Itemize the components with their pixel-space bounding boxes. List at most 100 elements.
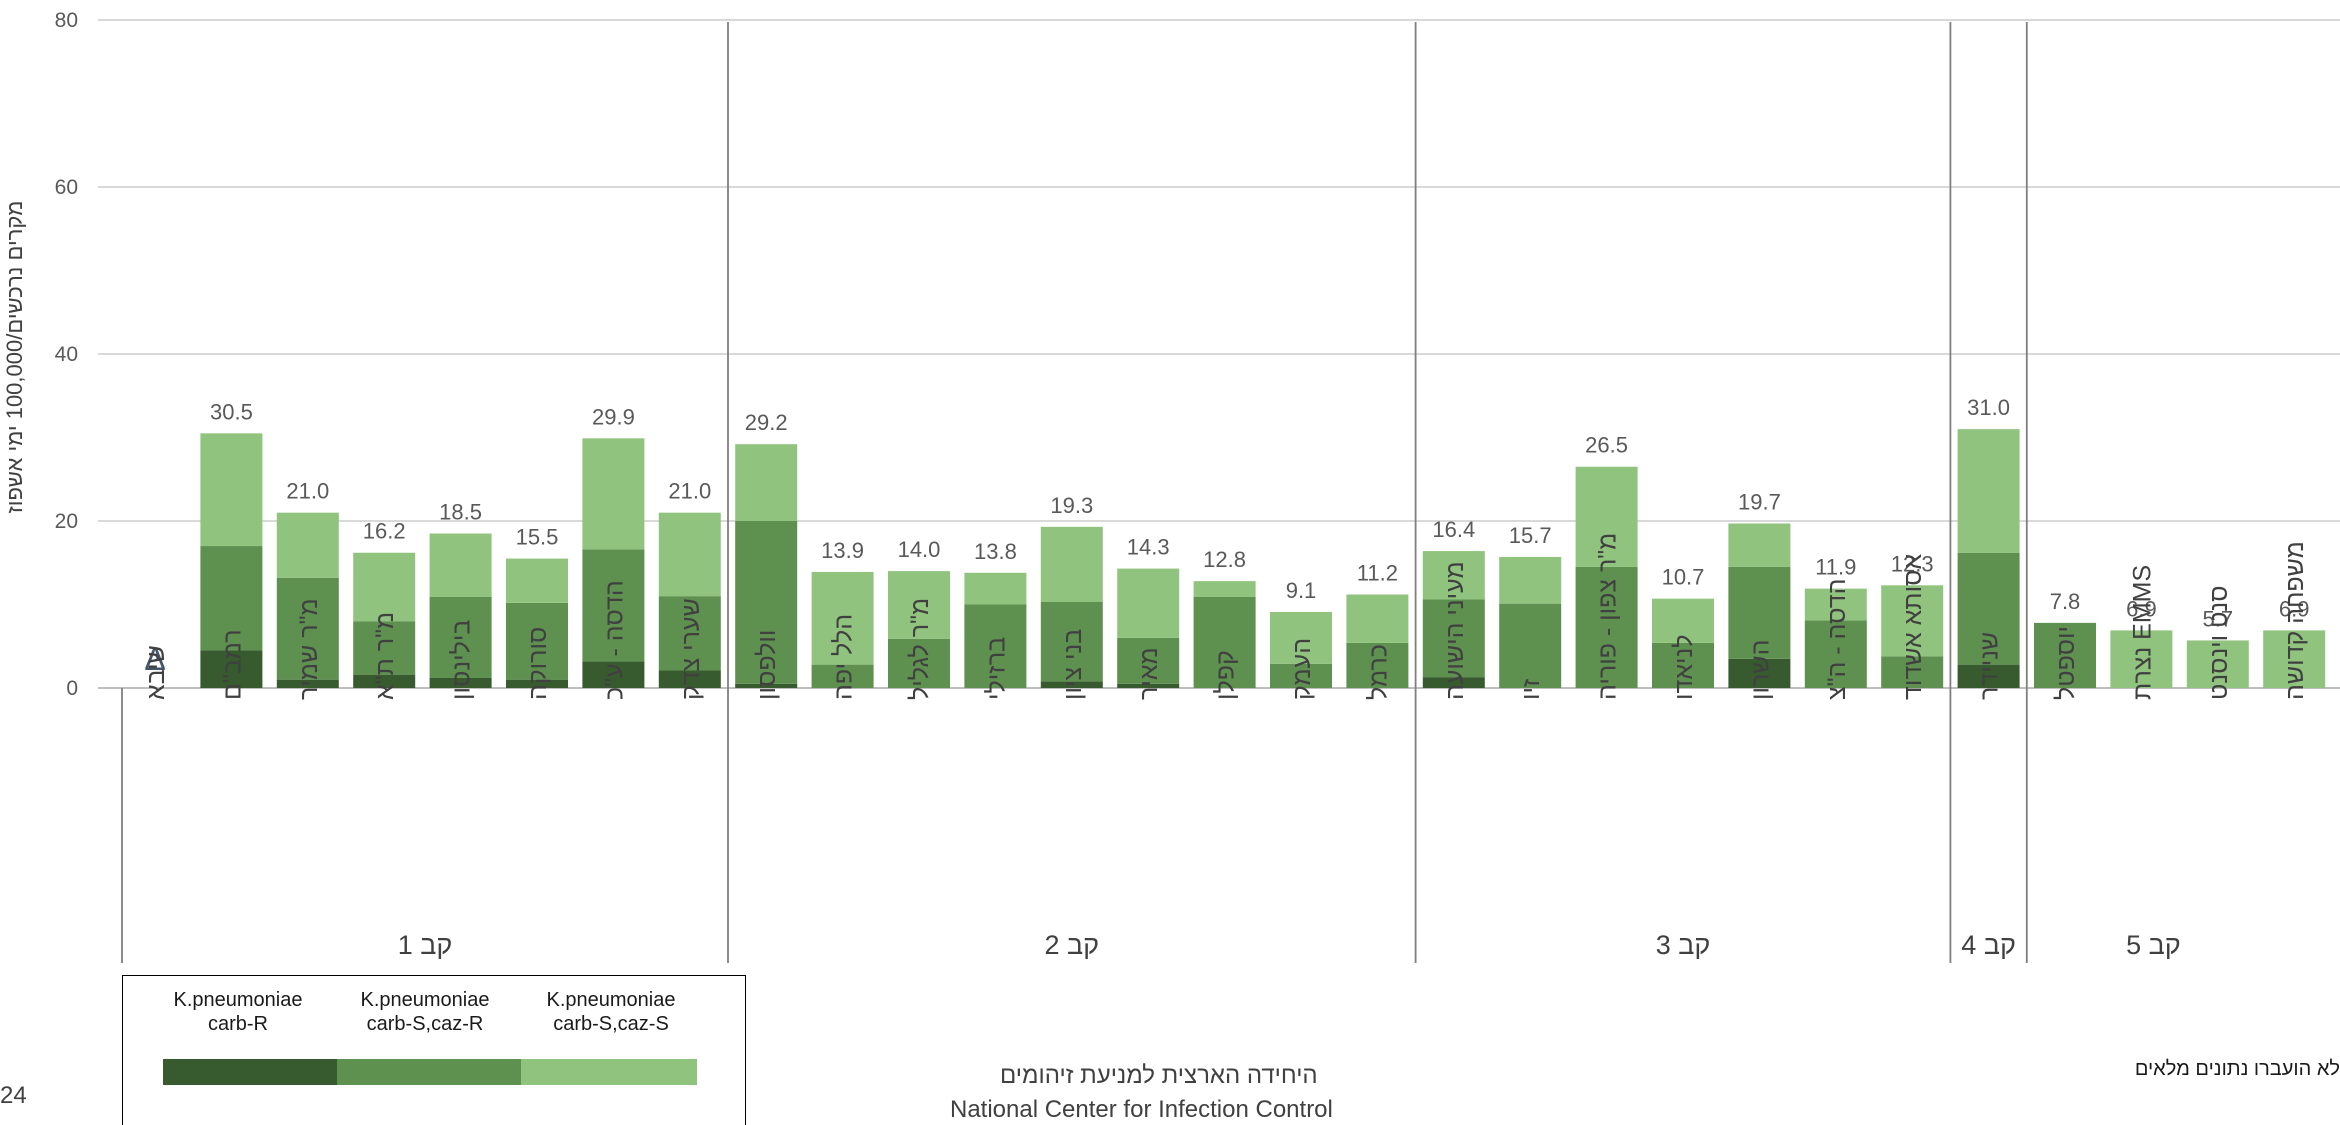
bar-segment [200, 650, 263, 688]
bar-segment [888, 571, 950, 639]
data-label: 13.8 [974, 539, 1017, 564]
data-label: 15.5 [516, 525, 559, 550]
bar-segment [1957, 429, 2020, 553]
bar-segment [1117, 637, 1180, 684]
bar-segment [1422, 677, 1485, 688]
category-label: שערי צדק [677, 598, 705, 700]
bar-segment [1346, 642, 1409, 688]
bar-segment [2110, 630, 2173, 688]
y-tick-label: 0 [66, 677, 78, 700]
bar-segment [1422, 599, 1485, 678]
bar-segment [200, 546, 263, 651]
bar-segment [1957, 552, 2020, 665]
data-label: 13.9 [821, 538, 864, 563]
group-label: קב 2 [1044, 930, 1099, 960]
category-label: לניאדו [1670, 634, 1698, 700]
group-label: קב 5 [2126, 930, 2181, 960]
category-label: שיבא [142, 645, 170, 700]
data-label: 14.3 [1127, 535, 1170, 560]
category-label: הלל יפה [830, 614, 858, 700]
category-label: וולפסון [753, 630, 781, 700]
bar-segment [1804, 620, 1867, 688]
bar-segment [1117, 568, 1180, 638]
bar-segment [1040, 681, 1103, 688]
y-axis-ticks: 0 20 40 60 80 [55, 9, 78, 700]
bar-segment [582, 661, 645, 688]
data-label: 7.8 [2050, 589, 2081, 614]
data-label: 16.4 [1432, 517, 1475, 542]
data-label: 21.0 [286, 479, 329, 504]
bar-segment [429, 677, 492, 688]
bar-segment [1040, 526, 1103, 602]
data-label: 6.9 [2126, 596, 2157, 621]
bar-segment [1652, 598, 1714, 643]
bar-segment [353, 552, 416, 622]
bar-segment [1728, 566, 1791, 659]
page-number: 24 [0, 1082, 27, 1109]
bar-segment [276, 512, 339, 578]
bar-segment [658, 596, 721, 671]
y-axis-label: מקרים נרכשים/100,000 ימי אשפוז [2, 201, 27, 514]
bar-segment [735, 521, 798, 684]
data-label: 31.0 [1967, 395, 2010, 420]
data-label: 26.5 [1585, 433, 1628, 458]
data-label: 9.1 [1286, 578, 1317, 603]
category-label: העמק [1288, 638, 1316, 700]
org-name-english: National Center for Infection Control [950, 1096, 1333, 1123]
category-label: מ"ר שמיר [295, 598, 323, 700]
category-label: מ"ר ת"א [371, 612, 399, 700]
bar-segment [658, 512, 721, 597]
category-labels: שיבא רמב"ם מ"ר שמיר מ"ר ת"א בילינסון סורוקה הד… [142, 533, 2309, 700]
category-label: EMMS נצרת [2128, 565, 2156, 700]
data-label: 12.8 [1203, 547, 1246, 572]
group-label: קב 1 [398, 930, 453, 960]
bar-segment [1575, 566, 1638, 688]
data-label: 14.0 [898, 537, 941, 562]
category-label: סנט וינסנט [2205, 585, 2233, 700]
group-labels: קב 1 קב 2 קב 3 קב 4 קב 5 [398, 930, 2181, 960]
bar-segment [1193, 596, 1256, 688]
data-label: 30.5 [210, 399, 253, 424]
legend-label-line1: K.pneumoniae [546, 989, 676, 1011]
data-label: 6.9 [2279, 596, 2310, 621]
bar-segment [1346, 594, 1409, 643]
data-marker: Δ [144, 641, 165, 677]
bar-segment [582, 549, 645, 662]
legend-item-carb-s-caz-r: K.pneumoniae carb-S,caz-R [335, 988, 515, 1036]
bar-segment [1728, 658, 1791, 688]
bar-segment [276, 577, 339, 680]
data-label: 16.2 [363, 519, 406, 544]
bar-segment [888, 638, 950, 688]
bar-segment [506, 558, 568, 603]
group-separators [121, 22, 2028, 963]
category-label: שניידר [1976, 632, 2004, 700]
data-label: 10.7 [1662, 565, 1705, 590]
category-label: קפלן [1212, 650, 1240, 700]
data-label: 11.2 [1357, 560, 1398, 585]
legend-swatch-carb-s-caz-s [521, 1059, 697, 1085]
category-label: מאיר [1135, 647, 1163, 700]
bar-segment [811, 664, 874, 688]
legend: K.pneumoniae carb-R K.pneumoniae carb-S,… [122, 975, 746, 1125]
data-label: 5.7 [2203, 606, 2234, 631]
data-label: 12.3 [1891, 551, 1934, 576]
category-label: בילינסון [448, 620, 476, 700]
bar-segment [964, 572, 1027, 605]
data-label: 19.7 [1738, 490, 1781, 515]
data-label: 19.3 [1050, 493, 1093, 518]
bar-segment [1804, 588, 1867, 621]
bar-segment [1117, 683, 1180, 688]
bar-segment [2186, 640, 2249, 688]
category-label: סורוקה [524, 627, 552, 700]
legend-swatch-carb-r [163, 1059, 337, 1085]
group-label: קב 4 [1961, 930, 2016, 960]
bar-segment [658, 670, 721, 688]
data-label: 29.2 [745, 410, 788, 435]
data-label: 18.5 [439, 500, 482, 525]
bar-segment [2034, 622, 2096, 688]
bar-segment [1270, 612, 1332, 664]
group-label: קב 3 [1656, 930, 1711, 960]
bar-segment [1270, 663, 1332, 688]
y-tick-label: 40 [55, 343, 78, 366]
